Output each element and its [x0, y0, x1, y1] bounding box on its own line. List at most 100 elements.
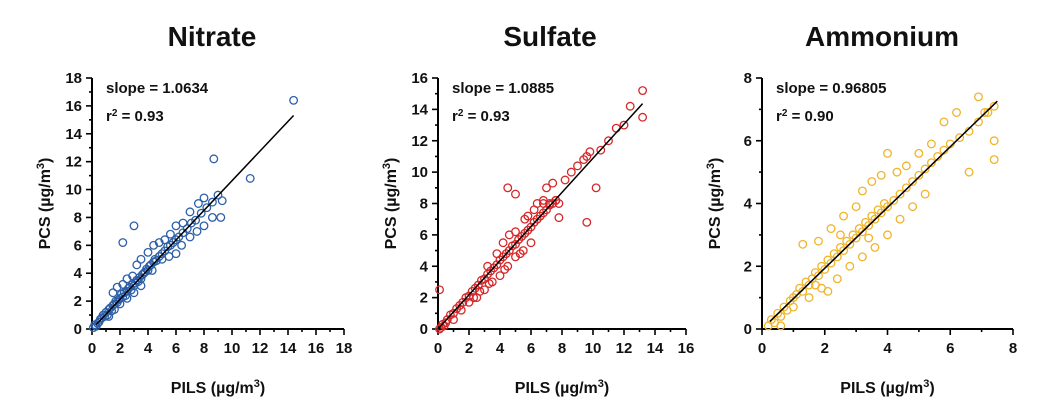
data-point — [498, 238, 508, 248]
y-tick-label-text: 10 — [65, 182, 82, 199]
y-axis-label-sup: 3 — [35, 163, 47, 169]
data-point — [511, 227, 520, 237]
data-point — [864, 233, 874, 243]
data-point — [523, 211, 533, 221]
data-point — [810, 280, 820, 290]
x-tick-label: 2 — [116, 340, 124, 357]
data-point — [168, 238, 178, 247]
data-point — [475, 286, 485, 296]
y-tick-label-text: 14 — [65, 126, 82, 143]
data-point — [503, 183, 513, 193]
data-point — [108, 288, 118, 298]
y-tick-label: 14 — [65, 126, 82, 143]
data-point — [989, 136, 999, 146]
y-tick-label: 14 — [411, 101, 428, 118]
data-point — [625, 101, 635, 111]
y-tick-label: 0 — [74, 321, 82, 338]
data-point — [989, 155, 999, 165]
y-tick-label-text: 2 — [74, 293, 82, 310]
chart-title-text: Nitrate — [168, 21, 257, 52]
x-tick-label-text: 8 — [1009, 340, 1017, 357]
data-point — [832, 252, 842, 262]
x-tick-label-text: 0 — [758, 340, 766, 357]
y-tick-label: 8 — [744, 70, 752, 87]
data-point — [604, 136, 613, 146]
chart-title-text: Ammonium — [805, 21, 959, 52]
y-axis-label-text: PCS (µg/m — [37, 169, 54, 249]
data-point — [883, 230, 892, 240]
data-point — [845, 239, 855, 249]
x-tick-label: 6 — [527, 340, 535, 357]
chart-title: Nitrate — [168, 21, 257, 52]
slope-text: slope = 1.0634 — [106, 80, 209, 97]
data-point — [826, 224, 836, 234]
y-axis-label-text: PCS (µg/m — [707, 169, 724, 249]
fit-line — [437, 103, 644, 330]
x-tick-label-text: 8 — [558, 340, 566, 357]
x-tick-label: 6 — [946, 340, 954, 357]
data-point — [974, 117, 983, 127]
x-tick-label: 4 — [883, 340, 892, 357]
y-axis-label: PCS (µg/m3) — [705, 158, 724, 250]
data-point — [955, 133, 965, 143]
x-tick-label: 4 — [144, 340, 153, 357]
chart-title-text: Sulfate — [503, 21, 596, 52]
x-tick-label-text: 12 — [252, 340, 269, 357]
data-point — [171, 235, 181, 245]
data-point — [185, 207, 195, 217]
y-tick-label-text: 6 — [74, 237, 82, 254]
x-axis-label: PILS (µg/m3) — [171, 378, 265, 397]
x-axis-label-text: PILS (µg/m — [840, 380, 923, 397]
data-point — [128, 271, 138, 281]
y-tick-label-text: 0 — [744, 321, 752, 338]
y-tick-label-text: 0 — [420, 321, 428, 338]
data-point — [129, 221, 139, 231]
r2-annotation: r2 = 0.93 — [452, 108, 510, 126]
slope-annotation: slope = 1.0885 — [452, 80, 554, 97]
x-axis-label-sup: 3 — [923, 378, 929, 390]
x-tick-label: 2 — [821, 340, 829, 357]
data-point — [926, 158, 936, 168]
data-point — [542, 183, 551, 193]
data-point — [122, 293, 132, 303]
y-tick-label-text: 14 — [411, 101, 428, 118]
data-point — [983, 108, 993, 117]
x-tick-label: 8 — [1009, 340, 1017, 357]
data-point — [883, 148, 892, 158]
y-tick-label-text: 16 — [65, 98, 82, 115]
x-axis-label-text: PILS (µg/m — [515, 380, 598, 397]
x-tick-label-text: 0 — [434, 340, 442, 357]
data-point — [895, 214, 905, 224]
chart-title: Ammonium — [805, 21, 959, 52]
chart-title: Sulfate — [503, 21, 596, 52]
x-tick-label: 6 — [172, 340, 180, 357]
y-tick-label: 10 — [65, 182, 82, 199]
r2-value: = 0.90 — [787, 108, 833, 125]
data-point — [147, 265, 157, 275]
y-axis-label-close: ) — [707, 158, 724, 163]
x-tick-label: 8 — [558, 340, 566, 357]
y-tick-label-text: 18 — [65, 70, 82, 87]
r2-annotation: r2 = 0.90 — [776, 108, 834, 126]
x-axis-label-sup: 3 — [254, 378, 260, 390]
data-point — [832, 274, 842, 284]
y-tick-label-text: 4 — [74, 265, 83, 282]
data-point — [207, 197, 217, 207]
data-point — [798, 239, 808, 249]
data-point — [892, 167, 902, 177]
x-tick-label-text: 14 — [280, 340, 297, 357]
data-point — [776, 312, 786, 321]
y-tick-label-text: 8 — [74, 209, 82, 226]
data-point — [823, 286, 833, 296]
fit-line — [769, 100, 998, 322]
x-tick-label-text: 14 — [647, 340, 664, 357]
y-tick-label: 16 — [411, 70, 428, 87]
data-point — [638, 112, 648, 122]
x-tick-label: 10 — [585, 340, 602, 357]
x-tick-label: 8 — [200, 340, 208, 357]
data-point — [511, 189, 520, 199]
x-tick-label-text: 2 — [116, 340, 124, 357]
y-tick-label: 16 — [65, 98, 82, 115]
data-point — [171, 249, 181, 259]
